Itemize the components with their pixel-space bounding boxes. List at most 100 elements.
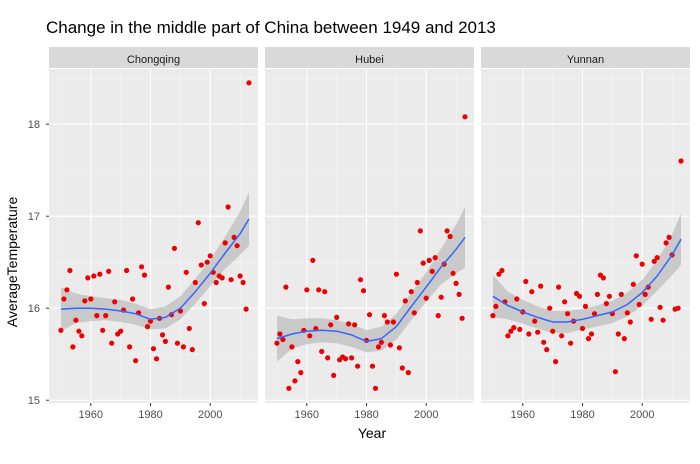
data-point	[180, 344, 186, 350]
data-point	[654, 255, 660, 261]
data-point	[615, 331, 621, 337]
data-point	[103, 313, 109, 319]
y-tick-label: 16	[28, 303, 40, 315]
data-point	[322, 289, 328, 295]
data-point	[393, 271, 399, 277]
data-point	[621, 336, 627, 342]
data-point	[64, 287, 70, 293]
data-point	[651, 258, 657, 264]
data-point	[67, 267, 73, 274]
data-point	[357, 277, 364, 283]
data-point	[648, 316, 654, 322]
data-point	[118, 328, 124, 334]
x-axis-title: Year	[358, 425, 387, 441]
data-point	[675, 305, 681, 311]
data-point	[568, 340, 574, 346]
data-point	[82, 298, 88, 304]
x-tick-label: 1960	[295, 409, 319, 421]
data-point	[201, 301, 207, 307]
data-point	[559, 333, 565, 339]
data-point	[79, 333, 85, 339]
facet-strip	[481, 47, 690, 68]
data-point	[349, 355, 355, 361]
data-point	[222, 240, 228, 246]
x-tick-label: 2000	[630, 409, 654, 421]
data-point	[390, 319, 396, 325]
data-point	[541, 339, 547, 345]
facet-strip-label: Yunnan	[567, 54, 604, 66]
data-point	[636, 301, 642, 308]
data-point	[375, 344, 382, 350]
data-point	[183, 269, 189, 275]
data-point	[678, 158, 684, 164]
panel-background	[265, 69, 474, 403]
data-point	[112, 299, 118, 305]
y-tick-label: 15	[28, 395, 40, 407]
data-point	[91, 273, 97, 279]
data-point	[414, 279, 420, 286]
data-points	[490, 158, 684, 375]
data-point	[352, 322, 358, 328]
data-point	[591, 311, 598, 317]
data-point	[234, 243, 240, 249]
data-point	[562, 299, 568, 305]
facet-panel-chongqing: Chongqing 1960 1980 2000	[49, 47, 258, 421]
data-point	[660, 317, 666, 323]
data-point	[402, 298, 408, 304]
data-point	[58, 327, 64, 333]
data-point	[369, 363, 376, 369]
data-point	[499, 267, 505, 274]
data-point	[435, 313, 441, 319]
data-point	[237, 273, 243, 279]
data-point	[153, 356, 160, 362]
data-point	[405, 370, 411, 376]
data-point	[133, 358, 139, 364]
data-point	[532, 318, 538, 324]
data-point	[511, 325, 517, 331]
data-point	[462, 114, 468, 120]
data-point	[381, 313, 387, 319]
gridlines	[481, 69, 690, 403]
facet-strip-label: Chongqing	[127, 54, 180, 66]
data-point	[666, 234, 672, 240]
data-point	[228, 277, 234, 283]
data-point	[426, 257, 432, 263]
data-point	[292, 378, 298, 384]
data-point	[225, 204, 231, 210]
data-point	[192, 279, 198, 286]
data-point	[547, 305, 553, 311]
data-point	[319, 348, 325, 355]
data-point	[429, 268, 435, 274]
data-point	[603, 301, 610, 307]
data-point	[444, 228, 450, 234]
data-point	[109, 340, 115, 346]
gridlines	[265, 69, 474, 403]
data-point	[219, 275, 225, 281]
data-point	[331, 372, 337, 378]
facet-strip-label: Hubei	[355, 54, 384, 66]
smooth-trend-line	[276, 236, 466, 343]
data-point	[334, 314, 340, 320]
data-point	[355, 363, 361, 369]
data-point	[307, 333, 313, 339]
smooth-trend-line	[60, 218, 250, 321]
data-point	[189, 347, 195, 353]
data-point	[576, 293, 583, 299]
data-point	[420, 260, 426, 266]
data-point	[612, 369, 619, 375]
data-point	[139, 264, 145, 270]
data-point	[106, 268, 112, 274]
data-point	[127, 344, 133, 350]
data-point	[144, 324, 151, 330]
data-point	[399, 365, 405, 371]
data-point	[529, 289, 535, 295]
data-point	[243, 306, 249, 312]
data-point	[325, 355, 331, 361]
data-point	[417, 228, 423, 234]
panel-background	[481, 69, 690, 403]
data-point	[423, 295, 429, 301]
data-point	[174, 340, 180, 346]
data-point	[213, 279, 219, 286]
